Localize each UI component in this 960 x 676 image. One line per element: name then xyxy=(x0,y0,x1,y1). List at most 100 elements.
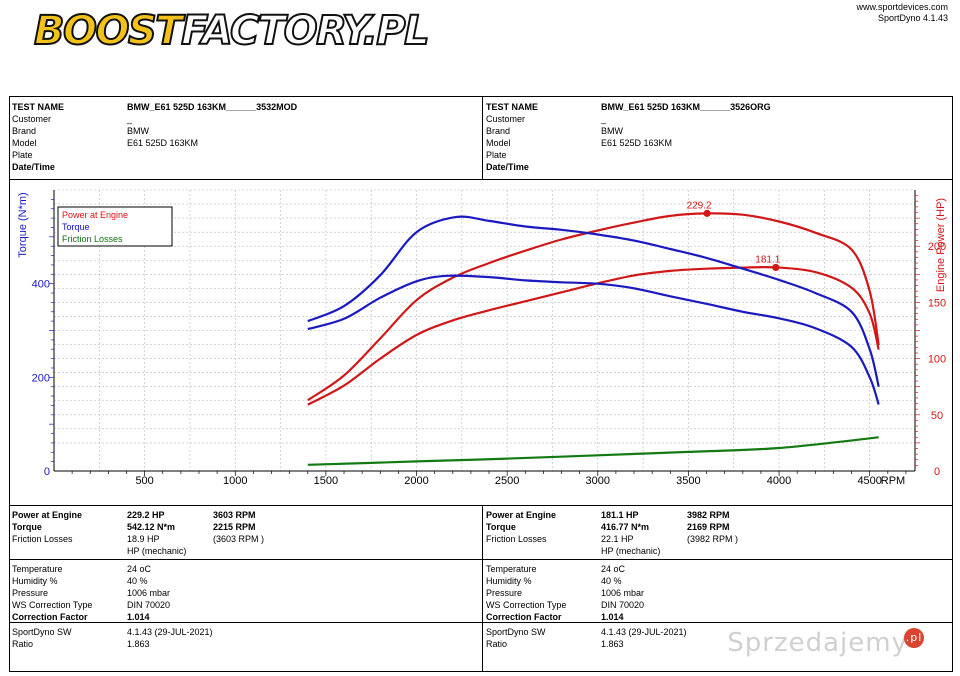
dyno-chart: 500 1000 1500 2000 2500 3000 3500 4000 4500 RPM 0 2… xyxy=(10,180,954,500)
info-key: Date/Time xyxy=(12,162,55,172)
info-key: TEST NAME xyxy=(486,102,539,112)
result-value: 416.77 N*m xyxy=(601,522,650,532)
result-row: Correction Factor 1.014 xyxy=(12,611,452,623)
result-value: 1006 mbar xyxy=(127,588,171,598)
result-value: 4.1.43 (29-JUL-2021) xyxy=(601,627,687,637)
info-row: TEST NAME BMW_E61 525D 163KM______3526ORG xyxy=(486,101,771,113)
peak-marker xyxy=(703,209,711,217)
software-version: SportDyno 4.1.43 xyxy=(877,13,948,23)
x-axis-label: RPM xyxy=(881,475,905,487)
info-value: BMW_E61 525D 163KM______3526ORG xyxy=(601,102,771,112)
result-row: Power at Engine 181.1 HP 3982 RPM xyxy=(486,509,926,521)
info-value: _ xyxy=(127,114,133,124)
info-row: Customer _ xyxy=(12,113,297,125)
result-key: Friction Losses xyxy=(486,534,547,544)
legend-entry: Friction Losses xyxy=(62,234,123,244)
result-row: Pressure 1006 mbar xyxy=(486,587,926,599)
result-value: 40 % xyxy=(601,576,622,586)
result-row: Torque 416.77 N*m 2169 RPM xyxy=(486,521,926,533)
x-tick-label: 2000 xyxy=(404,475,428,487)
results-block3: SportDyno SW 4.1.43 (29-JUL-2021) Ratio 1.8… xyxy=(12,626,452,650)
divider xyxy=(482,96,483,180)
result-value: 24 oC xyxy=(127,564,152,574)
watermark-text: Sprzedajemy xyxy=(727,628,908,658)
divider xyxy=(9,96,10,672)
result-key: Temperature xyxy=(486,564,537,574)
watermark-badge: .pl xyxy=(904,628,924,648)
result-key: Correction Factor xyxy=(486,612,562,622)
result-row: HP (mechanic) xyxy=(12,545,452,557)
result-value: 229.2 HP xyxy=(127,510,165,520)
result-value: HP (mechanic) xyxy=(601,546,661,556)
results-block2: Temperature 24 oC Humidity % 40 % Pressure 10… xyxy=(486,563,926,623)
logo: BOOSTFACTORY.PL xyxy=(33,7,431,55)
result-value: 1.014 xyxy=(127,612,150,622)
result-rpm: 3603 RPM xyxy=(213,510,256,520)
friction-losses-series-line xyxy=(307,436,879,466)
info-value: _ xyxy=(601,114,607,124)
result-key: Friction Losses xyxy=(12,534,73,544)
result-row: Pressure 1006 mbar xyxy=(12,587,452,599)
y-right-tick-label: 150 xyxy=(928,297,946,309)
legend-box xyxy=(57,206,173,247)
info-key: TEST NAME xyxy=(12,102,65,112)
x-tick-label: 2500 xyxy=(495,475,519,487)
result-value: 4.1.43 (29-JUL-2021) xyxy=(127,627,213,637)
result-rpm: 2169 RPM xyxy=(687,522,730,532)
result-row: Power at Engine 229.2 HP 3603 RPM xyxy=(12,509,452,521)
result-row: WS Correction Type DIN 70020 xyxy=(486,599,926,611)
info-key: Brand xyxy=(486,126,511,136)
info-value: E61 525D 163KM xyxy=(601,138,673,148)
result-row: Temperature 24 oC xyxy=(486,563,926,575)
result-row: HP (mechanic) xyxy=(486,545,926,557)
x-tick-label: 1000 xyxy=(223,475,247,487)
torque-series-line xyxy=(307,215,880,387)
test-info-right: TEST NAME BMW_E61 525D 163KM______3526ORG… xyxy=(486,101,771,173)
logo-part2: FACTORY.PL xyxy=(180,7,431,55)
result-rpm: 2215 RPM xyxy=(213,522,256,532)
legend-entry: Power at Engine xyxy=(62,210,128,220)
info-row: Date/Time xyxy=(12,161,297,173)
info-key: Brand xyxy=(12,126,37,136)
result-key: Correction Factor xyxy=(12,612,88,622)
result-row: SportDyno SW 4.1.43 (29-JUL-2021) xyxy=(486,626,926,638)
result-row: Humidity % 40 % xyxy=(12,575,452,587)
result-value: 1.863 xyxy=(601,639,624,649)
power-at-engine-series-line xyxy=(307,265,880,406)
result-key: Temperature xyxy=(12,564,63,574)
result-row: Torque 542.12 N*m 2215 RPM xyxy=(12,521,452,533)
result-value: 40 % xyxy=(127,576,148,586)
result-value: 24 oC xyxy=(601,564,626,574)
divider xyxy=(9,671,953,672)
peak-label: 181.1 xyxy=(755,254,780,265)
info-key: Plate xyxy=(12,150,33,160)
result-key: SportDyno SW xyxy=(12,627,72,637)
peak-marker xyxy=(772,263,780,272)
result-value: HP (mechanic) xyxy=(127,546,187,556)
result-row: WS Correction Type DIN 70020 xyxy=(12,599,452,611)
info-key: Model xyxy=(12,138,37,148)
result-key: Power at Engine xyxy=(12,510,83,520)
divider xyxy=(9,559,953,560)
torque-series-line xyxy=(307,274,880,405)
y-right-tick-label: 200 xyxy=(928,241,946,253)
result-key: Pressure xyxy=(486,588,523,598)
result-value: DIN 70020 xyxy=(601,600,645,610)
software-info: www.sportdevices.com SportDyno 4.1.43 xyxy=(856,2,948,24)
info-row: Model E61 525D 163KM xyxy=(12,137,297,149)
y-left-tick-label: 0 xyxy=(44,466,50,478)
website-link[interactable]: www.sportdevices.com xyxy=(856,2,948,12)
divider xyxy=(9,505,953,506)
logo-part1: BOOST xyxy=(33,7,184,55)
result-key: Torque xyxy=(486,522,516,532)
y-right-axis-label: Engine Power (HP) xyxy=(935,198,947,292)
x-tick-label: 3000 xyxy=(586,475,610,487)
result-row: SportDyno SW 4.1.43 (29-JUL-2021) xyxy=(12,626,452,638)
x-tick-label: 1500 xyxy=(314,475,338,487)
x-tick-label: 500 xyxy=(135,475,153,487)
result-value: 181.1 HP xyxy=(601,510,639,520)
info-value: BMW_E61 525D 163KM______3532MOD xyxy=(127,102,298,112)
result-value: 1.863 xyxy=(127,639,150,649)
info-row: Plate xyxy=(486,149,771,161)
result-key: Ratio xyxy=(486,639,508,649)
